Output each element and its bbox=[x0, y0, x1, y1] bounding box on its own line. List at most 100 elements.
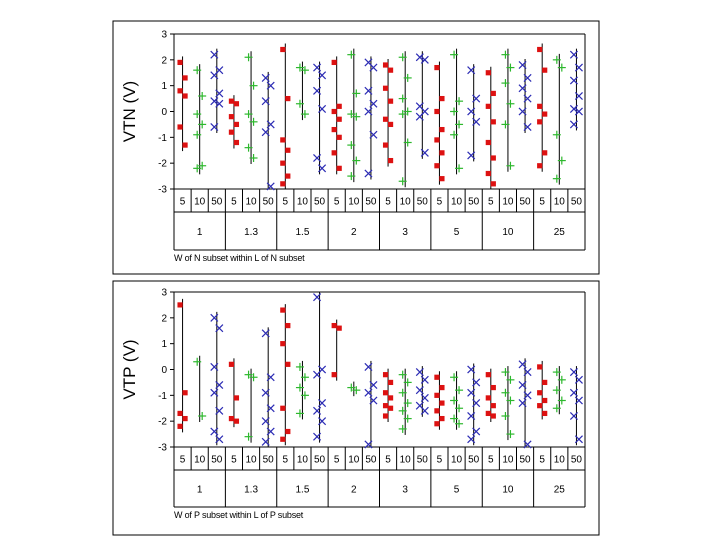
data-point-x bbox=[313, 293, 322, 302]
x-stroke-b bbox=[313, 432, 322, 441]
group-label: 5 bbox=[454, 485, 460, 496]
data-point-plus bbox=[450, 414, 459, 423]
data-point-plus bbox=[398, 406, 407, 415]
data-point-square bbox=[542, 379, 548, 386]
data-point-plus bbox=[455, 386, 464, 395]
x-stroke-b bbox=[518, 360, 527, 369]
x-stroke-b bbox=[574, 91, 583, 101]
x-stroke-b bbox=[472, 378, 481, 387]
x-stroke-b bbox=[467, 411, 476, 421]
data-point-plus bbox=[347, 110, 356, 119]
width-label: 5 bbox=[231, 197, 237, 208]
data-point-square bbox=[285, 173, 291, 179]
data-point-square bbox=[485, 410, 491, 417]
data-point-x bbox=[569, 368, 578, 377]
data-point-plus bbox=[347, 383, 356, 392]
width-label: 50 bbox=[365, 455, 377, 466]
data-point-x bbox=[318, 71, 327, 80]
data-point-x bbox=[523, 440, 532, 449]
width-label: 5 bbox=[437, 455, 443, 466]
data-point-x bbox=[261, 329, 270, 338]
data-point-square bbox=[177, 302, 183, 308]
data-point-plus bbox=[295, 409, 304, 418]
data-point-plus bbox=[552, 130, 561, 139]
data-point-x bbox=[364, 440, 373, 449]
data-point-square bbox=[177, 410, 183, 417]
width-label: 5 bbox=[437, 197, 443, 208]
data-point-plus bbox=[557, 396, 566, 405]
data-point-plus bbox=[450, 130, 459, 139]
group-label: 1 bbox=[197, 227, 203, 238]
data-point-plus bbox=[455, 404, 464, 413]
x-stroke-b bbox=[215, 435, 224, 444]
y-tick-label: -3 bbox=[158, 185, 167, 196]
x-stroke-b bbox=[215, 324, 224, 333]
data-point-x bbox=[261, 388, 270, 397]
width-label: 50 bbox=[211, 455, 223, 466]
data-point-x bbox=[518, 380, 527, 390]
x-stroke-b bbox=[574, 375, 583, 384]
x-stroke-b bbox=[215, 406, 224, 415]
data-point-plus bbox=[506, 99, 515, 108]
x-stroke-b bbox=[313, 153, 322, 163]
data-point-square bbox=[485, 372, 491, 378]
width-label: 10 bbox=[451, 455, 463, 466]
width-label: 50 bbox=[417, 197, 429, 208]
data-point-square bbox=[537, 403, 543, 409]
data-point-square bbox=[537, 103, 543, 109]
data-point-x bbox=[215, 435, 224, 444]
y-tick-label: 2 bbox=[161, 313, 167, 324]
width-label: 10 bbox=[554, 197, 566, 208]
data-point-square bbox=[485, 70, 491, 76]
data-point-x bbox=[318, 399, 327, 408]
data-point-x bbox=[210, 313, 219, 322]
x-stroke-b bbox=[467, 66, 476, 75]
data-point-plus bbox=[450, 107, 459, 116]
data-point-square bbox=[382, 372, 389, 378]
x-stroke-b bbox=[472, 399, 481, 408]
width-label: 5 bbox=[231, 455, 237, 466]
data-point-plus bbox=[455, 164, 464, 173]
data-point-square bbox=[285, 95, 291, 102]
data-point-square bbox=[542, 150, 548, 156]
data-point-x bbox=[523, 94, 532, 103]
width-label: 10 bbox=[246, 197, 258, 208]
data-point-square bbox=[182, 93, 188, 99]
width-label: 10 bbox=[194, 197, 206, 208]
data-point-x bbox=[574, 63, 583, 72]
x-stroke-b bbox=[569, 50, 578, 59]
data-point-square bbox=[490, 384, 496, 391]
data-point-x bbox=[574, 396, 583, 405]
data-point-x bbox=[318, 104, 327, 113]
x-stroke-b bbox=[215, 380, 224, 390]
width-label: 5 bbox=[334, 455, 340, 466]
x-stroke-b bbox=[518, 380, 527, 390]
data-point-square bbox=[280, 405, 286, 411]
x-stroke-b bbox=[318, 71, 327, 80]
data-point-x bbox=[472, 94, 481, 103]
data-point-plus bbox=[249, 81, 258, 90]
data-point-square bbox=[382, 403, 389, 409]
data-point-x bbox=[467, 388, 476, 397]
data-point-plus bbox=[398, 370, 407, 379]
group-label: 2 bbox=[351, 227, 357, 238]
data-point-x bbox=[369, 130, 378, 139]
data-point-x bbox=[313, 370, 322, 379]
data-point-square bbox=[387, 98, 394, 104]
data-point-x bbox=[266, 120, 275, 129]
x-stroke-b bbox=[574, 435, 583, 444]
data-point-x bbox=[210, 50, 219, 59]
data-point-plus bbox=[455, 419, 464, 428]
x-stroke-b bbox=[467, 365, 476, 374]
data-point-plus bbox=[403, 399, 412, 408]
data-point-square bbox=[439, 126, 445, 133]
x-stroke-b bbox=[415, 53, 424, 62]
y-tick-label: 3 bbox=[161, 30, 167, 41]
x-stroke-b bbox=[261, 128, 270, 137]
width-label: 5 bbox=[283, 455, 289, 466]
group-label: 1.3 bbox=[244, 485, 258, 496]
data-point-square bbox=[228, 415, 235, 422]
data-point-square bbox=[382, 390, 389, 396]
